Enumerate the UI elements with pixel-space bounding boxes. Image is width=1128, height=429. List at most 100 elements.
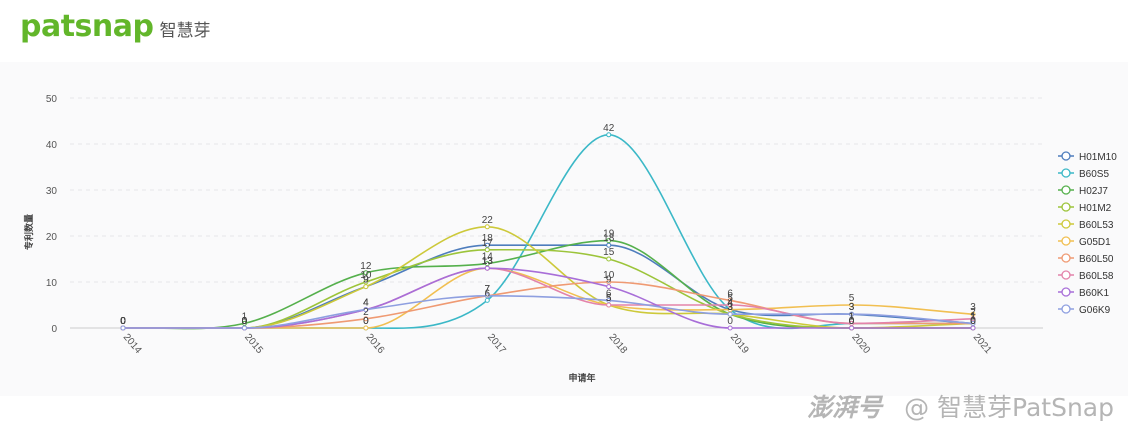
watermark: 澎湃号 @ 智慧芽PatSnap <box>807 388 1114 424</box>
data-label: 0 <box>849 316 855 327</box>
data-label: 9 <box>606 275 612 286</box>
data-label: 0 <box>970 316 976 327</box>
legend-swatch-marker <box>1061 236 1071 246</box>
data-label: 5 <box>606 293 612 304</box>
data-label: 17 <box>482 238 494 249</box>
logo-wordmark: patsnap <box>20 9 154 44</box>
data-label: 7 <box>485 284 491 295</box>
data-point <box>970 311 976 317</box>
data-label: 0 <box>120 316 126 327</box>
data-point <box>606 302 612 308</box>
data-label: 3 <box>727 302 733 313</box>
data-label: 2 <box>970 307 976 318</box>
legend-item-h01m10[interactable]: H01M10 <box>1058 151 1117 163</box>
series-line-b60l58 <box>123 267 974 329</box>
legend-label: B60L50 <box>1079 254 1114 265</box>
legend-item-g05d1[interactable]: G05D1 <box>1058 236 1111 248</box>
data-label: 18 <box>603 233 615 244</box>
legend-swatch-marker <box>1061 219 1071 229</box>
legend-item-g06k9[interactable]: G06K9 <box>1058 304 1111 316</box>
chart-panel <box>0 62 1128 396</box>
x-tick-label: 2014 <box>121 332 144 356</box>
data-label: 0 <box>242 316 248 327</box>
data-point <box>363 325 369 331</box>
x-tick-label: 2016 <box>364 332 387 356</box>
data-label: 0 <box>363 316 369 327</box>
legend-label: B60L53 <box>1079 220 1114 231</box>
data-point <box>363 284 369 290</box>
series-line-b60l53 <box>123 225 974 329</box>
series-lines <box>120 132 976 331</box>
data-label: 4 <box>727 298 733 309</box>
data-point <box>849 325 855 331</box>
data-label: 5 <box>849 293 855 304</box>
data-point <box>727 297 733 303</box>
data-point <box>606 256 612 262</box>
data-point <box>241 320 247 326</box>
data-label: 18 <box>482 233 494 244</box>
legend-item-b60s5[interactable]: B60S5 <box>1058 168 1109 180</box>
legend-label: G05D1 <box>1079 237 1111 248</box>
legend-swatch-marker <box>1061 151 1071 161</box>
legend-item-b60k1[interactable]: B60K1 <box>1058 287 1109 299</box>
data-point <box>120 325 126 331</box>
data-label: 0 <box>120 316 126 327</box>
data-point <box>727 311 733 317</box>
data-label: 0 <box>242 316 248 327</box>
data-point <box>849 302 855 308</box>
data-label: 0 <box>120 316 126 327</box>
data-point <box>606 297 612 303</box>
legend-item-b60l53[interactable]: B60L53 <box>1058 219 1114 231</box>
data-label: 13 <box>482 256 494 267</box>
legend-label: G06K9 <box>1079 305 1111 316</box>
data-point <box>970 320 976 326</box>
data-label: 10 <box>360 270 372 281</box>
data-label: 0 <box>242 316 248 327</box>
data-point <box>970 325 976 331</box>
data-label: 0 <box>242 316 248 327</box>
data-label: 1 <box>970 311 976 322</box>
data-point <box>606 132 612 138</box>
legend-item-b60l50[interactable]: B60L50 <box>1058 253 1114 265</box>
data-label: 0 <box>120 316 126 327</box>
data-label: 12 <box>360 261 372 272</box>
data-label: 0 <box>120 316 126 327</box>
y-tick-label: 0 <box>51 324 57 335</box>
data-label: 1 <box>970 311 976 322</box>
data-point <box>484 293 490 299</box>
data-label: 1 <box>849 311 855 322</box>
data-label: 3 <box>849 302 855 313</box>
data-point <box>606 284 612 290</box>
data-label: 0 <box>849 316 855 327</box>
data-label: 7 <box>485 284 491 295</box>
data-label: 0 <box>970 316 976 327</box>
legend-swatch-marker <box>1061 287 1071 297</box>
watermark-brand: 澎湃号 <box>807 393 883 422</box>
data-label: 0 <box>242 316 248 327</box>
data-label: 4 <box>363 298 369 309</box>
data-label: 6 <box>606 288 612 299</box>
data-point <box>241 325 247 331</box>
data-point <box>363 270 369 276</box>
legend-item-h01m2[interactable]: H01M2 <box>1058 202 1112 214</box>
legend-label: B60K1 <box>1079 288 1109 299</box>
data-point <box>363 307 369 313</box>
data-label: 3 <box>970 302 976 313</box>
y-tick-label: 10 <box>46 278 58 289</box>
data-label: 0 <box>849 316 855 327</box>
legend-item-h02j7[interactable]: H02J7 <box>1058 185 1108 197</box>
legend-label: H02J7 <box>1079 186 1108 197</box>
legend-swatch-marker <box>1061 253 1071 263</box>
data-label: 13 <box>482 256 494 267</box>
legend-swatch-marker <box>1061 185 1071 195</box>
legend-item-b60l58[interactable]: B60L58 <box>1058 270 1114 282</box>
data-point <box>727 302 733 308</box>
data-label: 14 <box>482 252 494 263</box>
data-label: 5 <box>606 293 612 304</box>
data-label: 6 <box>485 288 491 299</box>
data-label: 0 <box>970 316 976 327</box>
data-label: 3 <box>849 302 855 313</box>
legend-label: B60L58 <box>1079 271 1114 282</box>
